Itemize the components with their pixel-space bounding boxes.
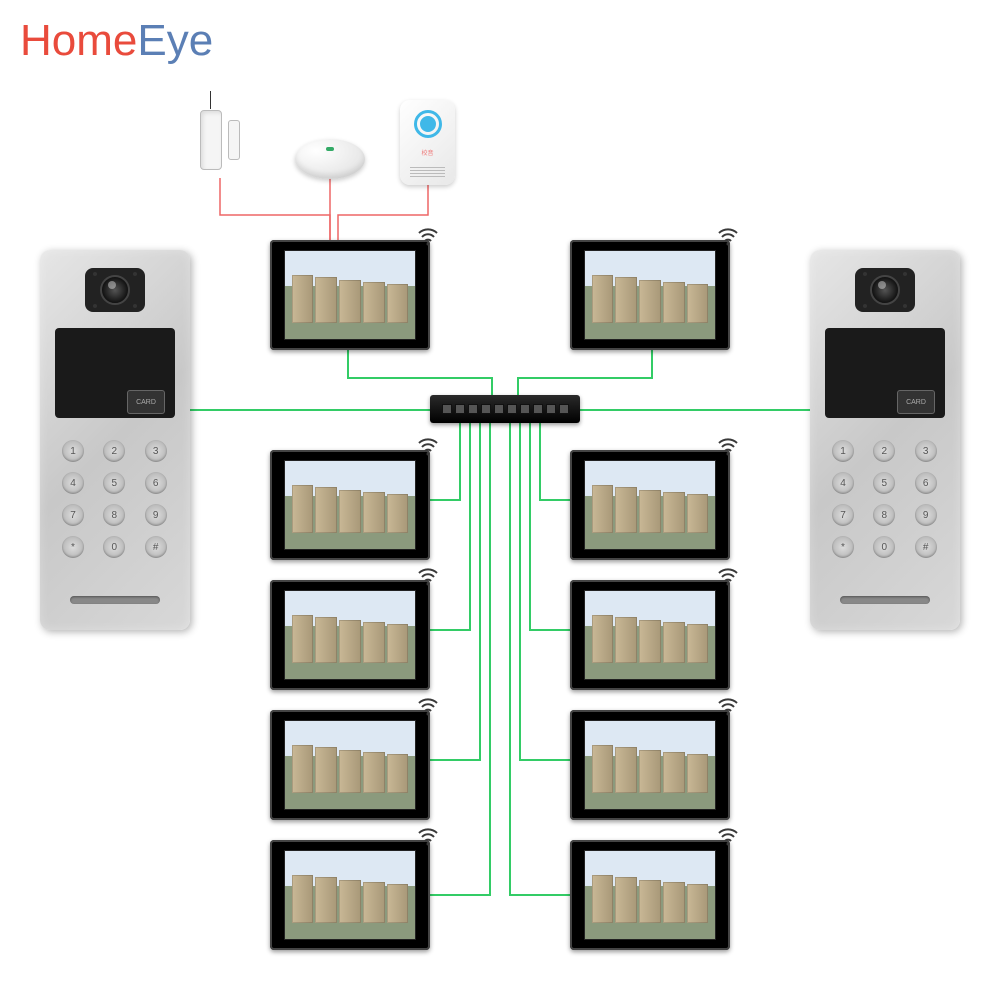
wifi-icon <box>716 564 740 588</box>
bell-label: 校音 <box>400 148 455 157</box>
switch-port <box>494 404 504 414</box>
keypad-key: 0 <box>103 536 125 558</box>
indoor-monitor <box>270 840 430 950</box>
switch-port <box>559 404 569 414</box>
indoor-monitor <box>570 450 730 560</box>
keypad-key: 0 <box>873 536 895 558</box>
wifi-icon <box>716 434 740 458</box>
brand-logo: HomeEye <box>20 16 213 66</box>
keypad-key: 4 <box>832 472 854 494</box>
indoor-monitor <box>570 580 730 690</box>
keypad-key: 9 <box>145 504 167 526</box>
network-wire <box>540 423 570 500</box>
door-panel-left: CARD 123 456 789 * 0 # <box>40 250 190 630</box>
keypad-key: 3 <box>145 440 167 462</box>
keypad-key: 2 <box>873 440 895 462</box>
alarm-wire <box>338 185 428 240</box>
switch-port <box>468 404 478 414</box>
switch-port <box>455 404 465 414</box>
indoor-monitor <box>270 450 430 560</box>
card-badge: CARD <box>897 390 935 414</box>
indoor-monitor <box>270 710 430 820</box>
card-badge: CARD <box>127 390 165 414</box>
keypad-key: 7 <box>832 504 854 526</box>
wifi-icon <box>716 694 740 718</box>
doorbell-unit: 校音 <box>400 100 455 185</box>
indoor-monitor <box>570 240 730 350</box>
wifi-icon <box>416 564 440 588</box>
keypad-key: 1 <box>62 440 84 462</box>
wifi-icon <box>416 694 440 718</box>
alarm-wire <box>220 178 330 240</box>
keypad-key: 3 <box>915 440 937 462</box>
logo-part-2: Eye <box>137 16 213 65</box>
network-switch <box>430 395 580 423</box>
wifi-icon <box>716 824 740 848</box>
door-panel-right: CARD 123 456 789 * 0 # <box>810 250 960 630</box>
network-wire <box>520 423 570 760</box>
logo-part-1: Home <box>20 16 137 65</box>
keypad-key: * <box>832 536 854 558</box>
door-contact-sensor <box>200 105 240 175</box>
indoor-monitor <box>570 840 730 950</box>
switch-port <box>520 404 530 414</box>
switch-port <box>481 404 491 414</box>
keypad-key: 2 <box>103 440 125 462</box>
smoke-detector <box>295 133 365 183</box>
wifi-icon <box>416 434 440 458</box>
diagram-canvas: HomeEye CARD123456789*0# CARD123456789*0… <box>0 0 1000 1000</box>
switch-port <box>507 404 517 414</box>
network-wire <box>510 423 570 895</box>
keypad-key: 9 <box>915 504 937 526</box>
keypad-key: 1 <box>832 440 854 462</box>
keypad-key: 5 <box>103 472 125 494</box>
keypad-key: # <box>915 536 937 558</box>
switch-port <box>442 404 452 414</box>
wifi-icon <box>416 224 440 248</box>
indoor-monitor <box>570 710 730 820</box>
switch-port <box>546 404 556 414</box>
network-wire <box>348 350 492 395</box>
indoor-monitor <box>270 580 430 690</box>
indoor-monitor <box>270 240 430 350</box>
wifi-icon <box>416 824 440 848</box>
keypad-key: 5 <box>873 472 895 494</box>
keypad-key: 4 <box>62 472 84 494</box>
keypad-key: * <box>62 536 84 558</box>
network-wire <box>530 423 570 630</box>
keypad-key: 7 <box>62 504 84 526</box>
switch-port <box>533 404 543 414</box>
network-wire <box>518 350 652 395</box>
keypad-key: 8 <box>873 504 895 526</box>
keypad-key: # <box>145 536 167 558</box>
keypad-key: 8 <box>103 504 125 526</box>
keypad-key: 6 <box>915 472 937 494</box>
keypad-key: 6 <box>145 472 167 494</box>
wifi-icon <box>716 224 740 248</box>
